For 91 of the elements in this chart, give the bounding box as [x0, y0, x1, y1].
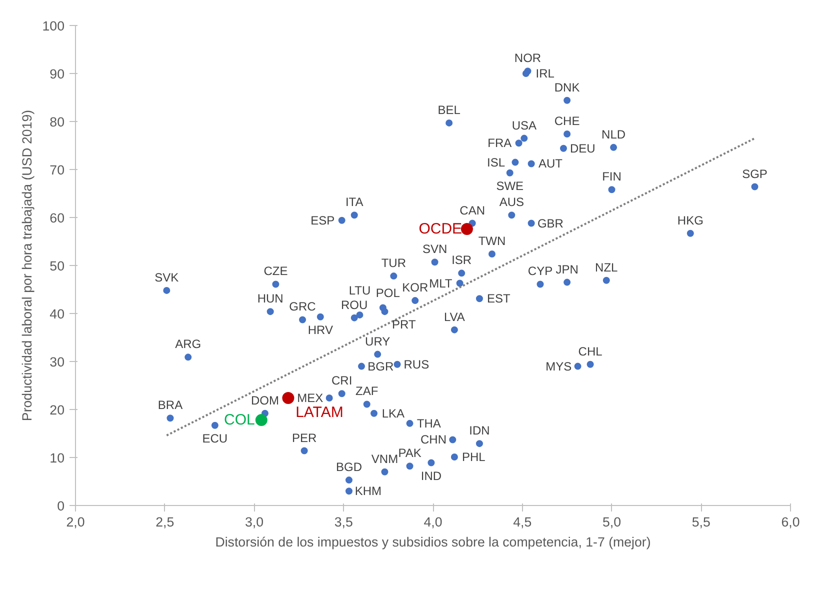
annotation: NOR [514, 51, 542, 66]
y-tick-label: 20 [50, 402, 65, 418]
annotation: CRI [332, 374, 352, 388]
annotation: CHE [554, 114, 580, 128]
annotation: VNM [371, 452, 398, 466]
annotation: KOR [402, 280, 428, 295]
annotation: NLD [602, 127, 626, 142]
y-axis-title: Productividad laboral por hora trabajada (USD 2019) [19, 110, 34, 422]
annotation: SWE [496, 178, 524, 193]
y-tick-label: 90 [50, 66, 65, 82]
annotation: ARG [175, 337, 202, 352]
annotation: CHN [420, 432, 447, 447]
annotation: DNK [554, 80, 580, 94]
annotation: LVA [444, 310, 465, 324]
annotation: LTU [348, 284, 371, 298]
x-tick-label: 5,0 [602, 514, 622, 530]
y-tick-label: 70 [50, 162, 65, 178]
annotation: ZAF [356, 384, 378, 398]
series-label: COL [224, 412, 255, 429]
x-tick-label: 4,5 [513, 514, 532, 530]
x-axis-title: Distorsión de los impuestos y subsidios sobre la competencia, 1-7 (mejor) [215, 534, 651, 550]
annotation: BGD [336, 460, 362, 474]
annotation: HRV [308, 322, 333, 337]
x-tick-label: 2,0 [66, 514, 85, 530]
annotation: BGR [368, 359, 394, 374]
annotation: IND [420, 468, 442, 483]
annotation: SVK [154, 270, 179, 284]
annotation: LKA [382, 406, 405, 420]
y-tick-label: 0 [57, 498, 65, 514]
annotation: FRA [488, 136, 512, 150]
y-tick-label: 40 [50, 306, 65, 322]
point [255, 414, 268, 426]
annotation: URY [365, 334, 390, 348]
annotation: POL [376, 286, 400, 300]
annotation: MYS [546, 359, 572, 374]
point [460, 223, 473, 236]
annotation: AUS [499, 195, 524, 210]
annotation: ITA [345, 195, 364, 210]
annotation: CAN [460, 203, 485, 218]
y-tick-label: 30 [50, 354, 65, 370]
annotation: HUN [257, 292, 284, 306]
annotation: PRT [392, 318, 416, 332]
annotation: ISR [452, 253, 472, 268]
annotation: ISL [487, 155, 506, 170]
annotation: PER [292, 430, 317, 445]
y-tick-label: 50 [50, 258, 65, 274]
annotation: TUR [381, 256, 406, 270]
annotation: TWN [478, 234, 506, 248]
x-tick-label: 2,5 [156, 514, 174, 530]
annotation: THA [416, 416, 441, 430]
annotation: SVN [422, 242, 448, 256]
annotation: DEU [570, 141, 596, 156]
annotation: CYP [528, 264, 553, 278]
annotation: CHL [578, 344, 603, 358]
annotation: BRA [158, 398, 183, 412]
y-tick-label: 80 [50, 114, 65, 130]
annotation: BEL [438, 102, 461, 117]
annotation: KHM [354, 484, 382, 498]
annotation: USA [512, 118, 537, 132]
annotation: GBR [537, 216, 564, 230]
y-tick-label: 100 [42, 18, 65, 34]
annotation: PHL [462, 450, 486, 464]
annotation: SGP [742, 166, 768, 181]
point [282, 392, 294, 404]
annotation: ROU [341, 298, 368, 312]
annotation: IDN [469, 424, 490, 438]
annotation: FIN [602, 170, 622, 184]
annotation: NZL [595, 260, 618, 274]
x-tick-label: 3,5 [334, 514, 353, 530]
x-tick-label: 3,0 [244, 514, 264, 530]
annotation: ESP [310, 213, 335, 228]
annotation: MLT [429, 276, 453, 290]
y-tick-label: 60 [50, 210, 65, 226]
series-label: OCDE [418, 220, 462, 238]
annotation: GRC [289, 300, 316, 314]
annotation: EST [486, 292, 511, 306]
annotation: IRL [536, 66, 555, 80]
annotation: RUS [404, 357, 430, 372]
x-tick-label: 6,0 [781, 514, 800, 530]
annotation: DOM [250, 393, 279, 408]
annotation: JPN [556, 262, 578, 276]
x-tick-label: 4,0 [424, 514, 442, 530]
annotation: CZE [264, 264, 288, 278]
y-tick-label: 10 [50, 450, 65, 466]
annotation: AUT [538, 156, 564, 171]
annotation: MEX [297, 390, 324, 405]
x-tick-label: 5,5 [692, 514, 710, 530]
series-label: LATAM [296, 404, 344, 421]
annotation: PAK [398, 446, 422, 460]
annotation: ECU [202, 431, 228, 446]
annotation: HKG [677, 213, 704, 228]
